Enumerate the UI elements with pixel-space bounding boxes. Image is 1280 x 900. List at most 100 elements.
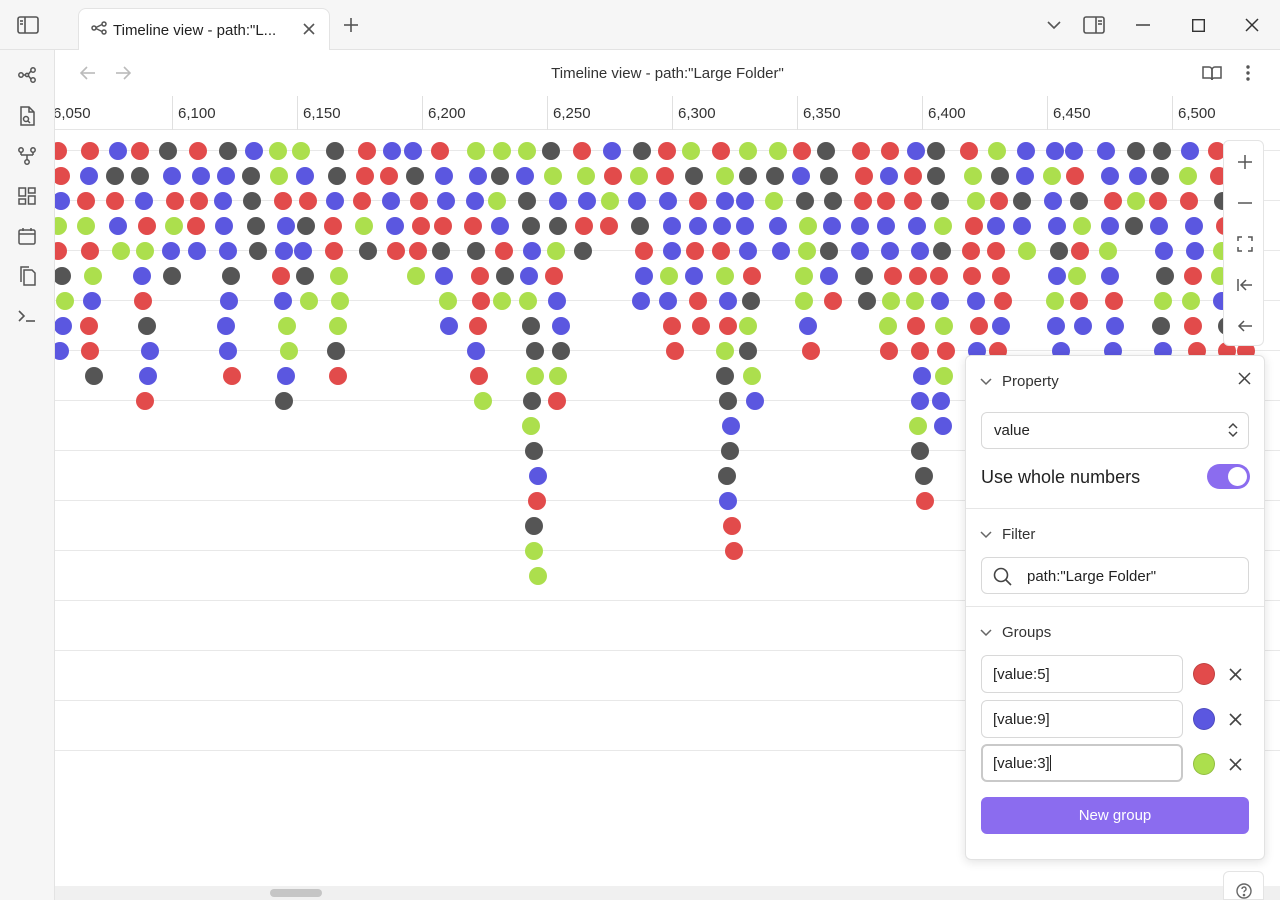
timeline-dot[interactable] — [1100, 267, 1119, 285]
timeline-dot[interactable] — [188, 142, 207, 160]
new-tab-icon[interactable] — [338, 0, 364, 50]
timeline-dot[interactable] — [662, 317, 681, 335]
timeline-dot[interactable] — [934, 317, 953, 335]
timeline-dot[interactable] — [218, 342, 237, 360]
remove-group-icon[interactable] — [1226, 710, 1244, 728]
timeline-dot[interactable] — [494, 242, 513, 260]
timeline-dot[interactable] — [294, 242, 313, 260]
timeline-dot[interactable] — [799, 317, 818, 335]
timeline-dot[interactable] — [880, 142, 899, 160]
timeline-dot[interactable] — [134, 192, 153, 210]
back-arrow-icon[interactable] — [77, 62, 99, 84]
timeline-dot[interactable] — [411, 217, 430, 235]
timeline-dot[interactable] — [663, 242, 682, 260]
timeline-dot[interactable] — [326, 192, 345, 210]
group-query-input[interactable]: [value:5] — [981, 655, 1183, 693]
timeline-dot[interactable] — [930, 292, 949, 310]
timeline-dot[interactable] — [140, 342, 159, 360]
timeline-dot[interactable] — [882, 292, 901, 310]
timeline-dot[interactable] — [635, 242, 654, 260]
timeline-dot[interactable] — [406, 267, 425, 285]
timeline-dot[interactable] — [133, 267, 152, 285]
timeline-dot[interactable] — [409, 192, 428, 210]
timeline-dot[interactable] — [934, 417, 952, 435]
timeline-dot[interactable] — [492, 292, 511, 310]
timeline-dot[interactable] — [276, 217, 295, 235]
timeline-dot[interactable] — [215, 217, 234, 235]
timeline-dot[interactable] — [435, 167, 454, 185]
timeline-dot[interactable] — [879, 167, 898, 185]
timeline-dot[interactable] — [987, 242, 1006, 260]
timeline-dot[interactable] — [326, 142, 345, 160]
timeline-dot[interactable] — [296, 167, 315, 185]
maximize-icon[interactable] — [1188, 0, 1208, 50]
timeline-dot[interactable] — [823, 292, 842, 310]
timeline-dot[interactable] — [528, 492, 547, 510]
timeline-dot[interactable] — [545, 267, 564, 285]
timeline-dot[interactable] — [1070, 192, 1089, 210]
timeline-dot[interactable] — [495, 267, 514, 285]
minimize-icon[interactable] — [1133, 0, 1153, 50]
timeline-dot[interactable] — [765, 192, 784, 210]
timeline-dot[interactable] — [1154, 242, 1173, 260]
timeline-dot[interactable] — [1048, 217, 1066, 235]
timeline-dot[interactable] — [718, 467, 737, 485]
timeline-dot[interactable] — [879, 317, 898, 335]
timeline-dot[interactable] — [490, 217, 509, 235]
timeline-dot[interactable] — [218, 142, 237, 160]
timeline-dot[interactable] — [632, 292, 651, 310]
timeline-dot[interactable] — [136, 392, 155, 410]
timeline-dot[interactable] — [352, 192, 371, 210]
timeline-dot[interactable] — [55, 242, 67, 260]
timeline-dot[interactable] — [331, 292, 350, 310]
timeline-dot[interactable] — [522, 392, 541, 410]
timeline-dot[interactable] — [1151, 167, 1170, 185]
timeline-dot[interactable] — [552, 342, 570, 360]
timeline-dot[interactable] — [718, 317, 737, 335]
timeline-dot[interactable] — [464, 217, 483, 235]
timeline-dot[interactable] — [716, 192, 735, 210]
timeline-dot[interactable] — [1065, 142, 1084, 160]
timeline-dot[interactable] — [438, 292, 457, 310]
timeline-dot[interactable] — [910, 242, 929, 260]
timeline-dot[interactable] — [1073, 317, 1092, 335]
timeline-dot[interactable] — [273, 292, 292, 310]
timeline-dot[interactable] — [741, 292, 760, 310]
timeline-dot[interactable] — [221, 267, 240, 285]
timeline-dot[interactable] — [851, 242, 870, 260]
timeline-dot[interactable] — [1183, 317, 1202, 335]
timeline-dot[interactable] — [326, 342, 345, 360]
timeline-dot[interactable] — [1178, 167, 1197, 185]
timeline-dot[interactable] — [1045, 292, 1064, 310]
timeline-dot[interactable] — [965, 217, 984, 235]
timeline-dot[interactable] — [381, 192, 400, 210]
new-note-icon[interactable] — [15, 104, 39, 128]
timeline-dot[interactable] — [855, 267, 874, 285]
timeline-dot[interactable] — [161, 242, 180, 260]
timeline-dot[interactable] — [723, 517, 742, 535]
timeline-dot[interactable] — [1186, 242, 1205, 260]
timeline-dot[interactable] — [520, 267, 539, 285]
timeline-dot[interactable] — [991, 317, 1010, 335]
timeline-dot[interactable] — [439, 317, 458, 335]
timeline-dot[interactable] — [488, 192, 507, 210]
remove-group-icon[interactable] — [1226, 755, 1244, 773]
timeline-dot[interactable] — [274, 192, 293, 210]
timeline-canvas[interactable]: 6,050 6,100 6,150 6,200 6,250 6,300 6,350 6,400… — [55, 96, 1280, 900]
fit-to-screen-icon[interactable] — [1224, 223, 1265, 264]
dashboard-icon[interactable] — [15, 184, 39, 208]
timeline-dot[interactable] — [80, 317, 98, 335]
timeline-dot[interactable] — [409, 242, 427, 260]
timeline-dot[interactable] — [963, 267, 982, 285]
timeline-dot[interactable] — [712, 142, 731, 160]
timeline-dot[interactable] — [217, 167, 236, 185]
go-back-arrow-icon[interactable] — [1224, 305, 1265, 346]
sidebar-toggle-icon[interactable] — [14, 0, 42, 50]
timeline-dot[interactable] — [799, 217, 818, 235]
active-tab[interactable]: Timeline view - path:"L... — [78, 8, 330, 51]
remove-group-icon[interactable] — [1226, 665, 1244, 683]
timeline-dot[interactable] — [822, 217, 841, 235]
timeline-dot[interactable] — [130, 167, 149, 185]
timeline-dot[interactable] — [55, 292, 74, 310]
timeline-dot[interactable] — [166, 192, 185, 210]
